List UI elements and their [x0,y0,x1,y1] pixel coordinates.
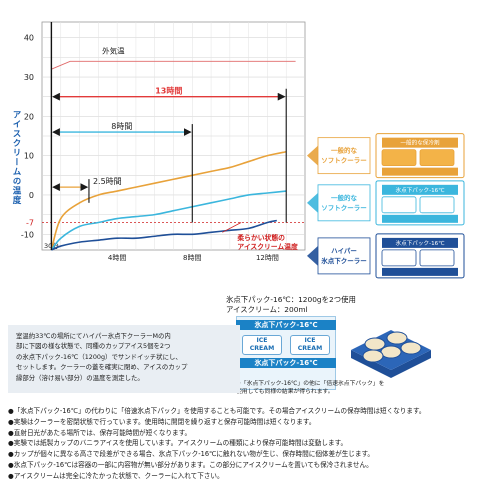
note-item: ●実験はクーラーを密閉状態で行っています。使用時に開閉を繰り返すと保存可能時間は… [8,417,316,426]
legend-pointer [307,245,318,266]
legend-cup-block [419,196,455,214]
ice-cream-cup: ICE CREAM [290,335,330,355]
note-item: ●「氷点下パック-16℃」の代わりに「倍速氷点下パック」を使用することも可能です… [8,407,426,415]
duration-label: 2.5時間 [93,177,122,186]
pack-caption-line2: 使用しても同様の結果が得られます。 [236,389,334,395]
y-tick-label: 0 [29,191,34,200]
pack-label-bottom: 氷点下パック-16℃ [236,358,336,368]
description-line: 室温約33℃の場所にてハイパー氷点下クーラーMの内 [16,332,171,340]
y-axis-label: アイスクリームの温度 [11,110,21,205]
legend-title-line2: 氷点下クーラー [321,256,367,265]
callout-pointer [222,222,242,233]
series-line-1 [50,150,287,251]
legend-cooler-tag: 氷点下パック-16℃ [396,239,445,247]
chart-grid [41,21,306,251]
legend-cup-block [381,249,417,267]
legend-pointer [307,192,318,213]
pack-setup-line2: アイスクリーム：200ml [226,305,308,314]
pack-caption: ※「氷点下パック-16℃」の他に「倍速氷点下パック」を 使用しても同様の結果が得… [236,380,386,396]
cooler-with-cups-illustration [351,330,431,378]
legend-cooler-tag: 氷点下パック-16℃ [396,186,445,194]
legend-pointer [307,145,318,166]
soft-callout-line1: 柔らかい状態の [237,233,285,242]
legend-cooler-tag-bottom [382,267,458,276]
note-item: ●氷点下パック-16℃は容器の一部に内容物が無い部分があります。この部分にアイス… [8,460,373,469]
legend-title-line1: 一般的な [331,193,358,202]
legend-cup-block [419,249,455,267]
duration-label: 8時間 [111,122,132,131]
outside-temp-line [51,60,296,70]
notes-list: ●「氷点下パック-16℃」の代わりに「倍速氷点下パック」を使用することも可能です… [8,406,474,482]
legend-cooler-tag-bg [382,184,458,195]
note-item: ●実験では紙製カップのバニラアイスを使用しています。アイスクリームの種類により保… [8,439,348,448]
legend-cup-block [381,196,417,214]
description-line: の氷点下パック-16℃（1200g）でサンドイッチ状にし、 [16,352,182,361]
legend-title-line2: ソフトクーラー [321,203,367,212]
legend-cooler-tag: 一般的な保冷剤 [400,139,440,147]
legend-cooler-tag-bottom [382,214,458,223]
series-line-2 [50,190,287,251]
pack-caption-line1: ※「氷点下パック-16℃」の他に「倍速氷点下パック」を [236,381,385,387]
legend-cup-block [419,149,455,167]
description-line: 縁部分（溶け易い部分）の温度を測定した。 [16,373,144,382]
note-item: ●直射日光があたる場所では、保存可能時間が短くなります。 [8,428,192,437]
duration-label: 13時間 [155,86,182,96]
x-tick-label: 8時間 [183,254,201,262]
x-tick-label: 12時間 [256,254,279,262]
note-item: ●アイスクリームは完全に冷たかった状態で、クーラーに入れて下さい。 [8,471,224,480]
pack-label-top: 氷点下パック-16℃ [236,320,336,330]
legend-title-line1: 一般的な [331,146,358,155]
chart-legend: 一般的なソフトクーラー一般的な保冷剤一般的なソフトクーラー氷点下パック-16℃ハ… [307,133,465,279]
legend-cooler-tag-bg [382,137,458,148]
note-item: ●カップが個々に異なる高さで段差ができる場合、氷点下パック-16℃に触れない物が… [8,450,375,459]
description-line: セットします。クーラーの蓋を確実に閉め、アイスのカップ [16,363,188,372]
pack-setup-line1: 氷点下パック-16℃：1200gを2つ使用 [226,295,356,304]
y-tick-label: -10 [21,230,34,239]
legend-title-line2: ソフトクーラー [321,156,367,165]
legend-title-line1: ハイパー [331,246,357,255]
chart-series [50,60,296,251]
legend-cooler-tag-bottom [382,167,458,176]
legend-box [317,237,371,275]
ice-cream-cup: ICE CREAM [242,335,282,355]
legend-cooler-tag-bg [382,237,458,248]
series-line-3 [51,219,277,251]
legend-box [317,137,371,175]
pack-setup-title: 氷点下パック-16℃：1200gを2つ使用 アイスクリーム：200ml [226,295,356,315]
soft-callout-line2: アイスクリーム温度 [237,242,298,251]
legend-cup-block [381,149,417,167]
y-tick-label: 10 [24,152,34,161]
y-ref-label: -7 [26,218,34,227]
description-line: 部に下図の様な状態で、同種のカップアイス5個を2つ [16,342,171,351]
legend-box [317,184,371,222]
y-tick-label: 20 [24,112,34,121]
y-tick-label: 40 [24,34,34,43]
experiment-description: 室温約33℃の場所にてハイパー氷点下クーラーMの内 部に下図の様な状態で、同種の… [8,325,240,393]
outside-temp-label: 外気温 [102,45,125,55]
y-tick-label: 30 [24,73,34,82]
x-tick-label: 4時間 [108,254,126,262]
